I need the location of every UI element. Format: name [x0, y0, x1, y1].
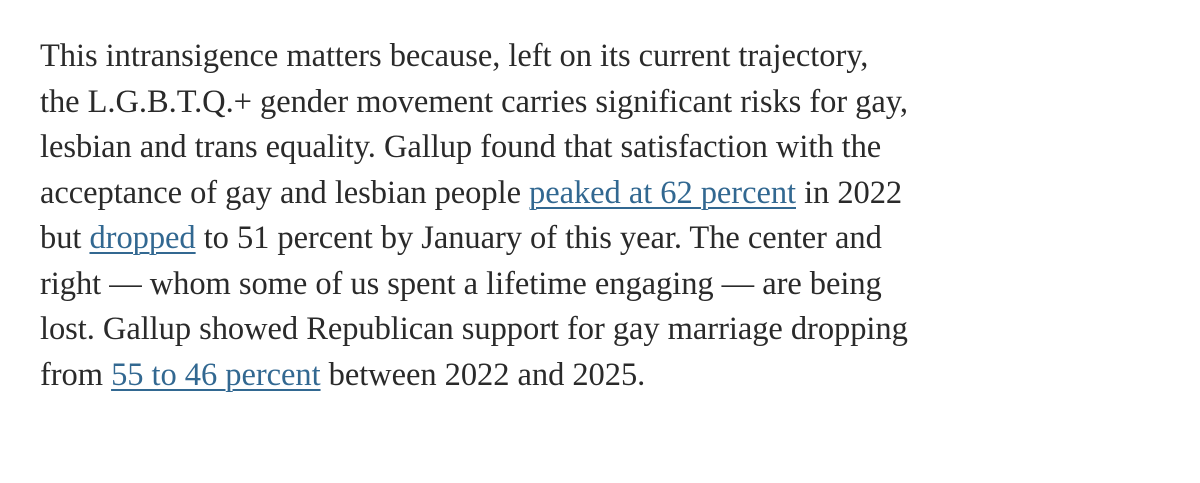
- line-4-text-before: acceptance of gay and lesbian people: [40, 174, 530, 211]
- link-peaked-at-62-percent[interactable]: peaked at 62 percent: [529, 174, 796, 211]
- link-55-to-46-percent[interactable]: 55 to 46 percent: [111, 356, 321, 393]
- paragraph-line-1: This intransigence matters because, left…: [40, 38, 869, 74]
- line-4-text-after: in 2022: [796, 174, 903, 211]
- paragraph-line-2: the L.G.B.T.Q.+ gender movement carries …: [40, 83, 908, 120]
- paragraph-line-4: acceptance of gay and lesbian people pea…: [40, 171, 1170, 217]
- paragraph-line-5: but dropped to 51 percent by January of …: [40, 216, 1170, 262]
- paragraph-line-8: from 55 to 46 percent between 2022 and 2…: [40, 353, 1170, 399]
- line-8-text-after: between 2022 and 2025.: [320, 356, 646, 393]
- line-8-text-before: from: [40, 356, 112, 393]
- line-5-text-before: but: [40, 220, 90, 256]
- article-paragraph: This intransigence matters because, left…: [40, 34, 1170, 398]
- link-dropped[interactable]: dropped: [89, 220, 196, 256]
- paragraph-line-6: right — whom some of us spent a lifetime…: [40, 265, 882, 302]
- line-5-text-after: to 51 percent by January of this year. T…: [195, 220, 882, 256]
- paragraph-line-3: lesbian and trans equality. Gallup found…: [40, 129, 882, 165]
- paragraph-line-7: lost. Gallup showed Republican support f…: [40, 311, 908, 347]
